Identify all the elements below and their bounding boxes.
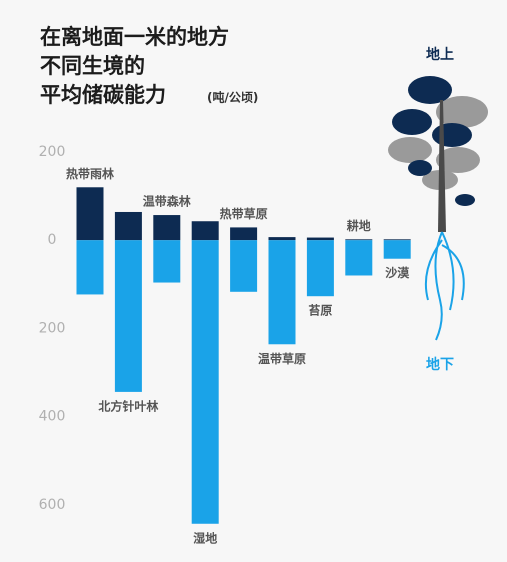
chart-title: 平均储碳能力 bbox=[40, 83, 166, 107]
y-tick-label: 200 bbox=[39, 144, 66, 160]
y-tick-label: 400 bbox=[39, 409, 66, 425]
bar bbox=[383, 240, 411, 259]
bar bbox=[345, 240, 373, 276]
bar bbox=[345, 239, 373, 241]
bar bbox=[76, 187, 104, 241]
category-label: 北方针叶林 bbox=[98, 398, 158, 413]
category-label: 湿地 bbox=[193, 530, 217, 545]
bar bbox=[230, 240, 258, 292]
bar bbox=[191, 221, 219, 241]
category-label: 热带雨林 bbox=[66, 166, 114, 181]
legend-label: 地上 bbox=[426, 46, 454, 63]
y-tick-label: 200 bbox=[39, 320, 66, 336]
bar bbox=[230, 227, 258, 241]
bar bbox=[153, 240, 181, 283]
category-label: 温带森林 bbox=[143, 194, 191, 209]
y-tick-label: 0 bbox=[48, 232, 57, 248]
bar bbox=[153, 215, 181, 241]
bar bbox=[383, 239, 411, 241]
unit-label: (吨/公顷) bbox=[207, 90, 258, 105]
bar bbox=[114, 240, 142, 392]
y-tick-label: 600 bbox=[39, 497, 66, 513]
bar bbox=[191, 240, 219, 524]
bar bbox=[306, 240, 334, 297]
bar bbox=[114, 211, 142, 241]
bar bbox=[306, 237, 334, 241]
chart-title: 在离地面一米的地方 bbox=[40, 25, 229, 49]
bar bbox=[76, 240, 104, 295]
category-label: 热带草原 bbox=[220, 206, 268, 221]
chart-title: 不同生境的 bbox=[40, 54, 145, 78]
legend-label: 地下 bbox=[426, 356, 454, 373]
bar bbox=[268, 237, 296, 241]
category-label: 耕地 bbox=[347, 218, 371, 233]
bar bbox=[268, 240, 296, 345]
category-label: 苔原 bbox=[308, 303, 332, 318]
tree-illustration bbox=[388, 76, 488, 341]
category-label: 沙漠 bbox=[385, 265, 410, 280]
category-label: 温带草原 bbox=[258, 351, 306, 366]
